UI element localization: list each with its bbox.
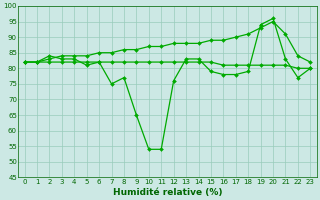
X-axis label: Humidité relative (%): Humidité relative (%) — [113, 188, 222, 197]
